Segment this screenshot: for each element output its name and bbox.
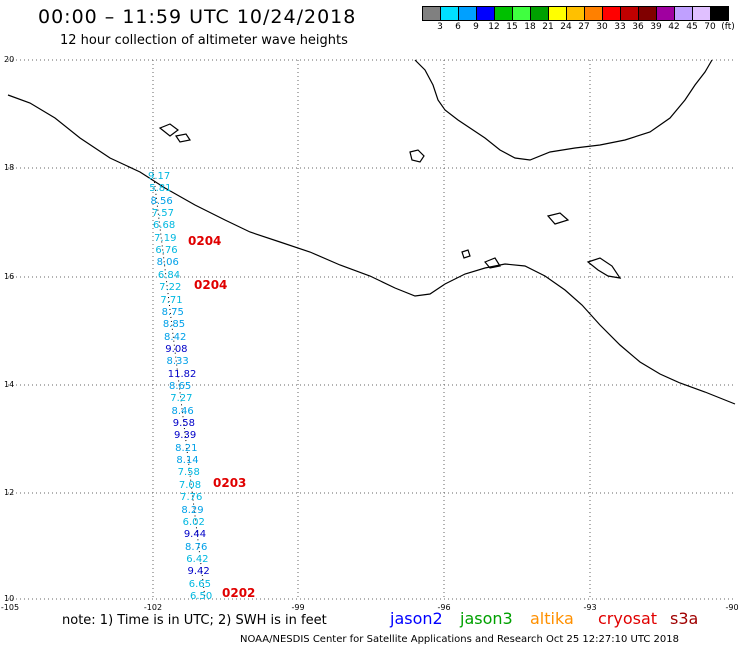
page-title: 00:00 – 11:59 UTC 10/24/2018 [38,6,357,28]
legend-jason3: jason3 [460,609,513,628]
legend-jason2: jason2 [390,609,443,628]
wave-height-value: 6.42 [186,553,209,565]
latitude-label: 14 [4,380,15,389]
scale-label: 15 [506,22,518,32]
wave-height-value: 9.44 [183,529,207,541]
scale-swatch [585,7,603,20]
wave-height-value: 8.14 [176,455,199,467]
scale-swatch [639,7,657,20]
latitude-label: 18 [4,163,15,172]
color-scale [422,6,729,21]
wave-height-value: 8.65 [169,381,192,392]
wave-height-value: 8.06 [156,257,179,269]
wave-height-value: 6.68 [152,220,176,232]
longitude-label: -90 [725,603,739,612]
cycle-label: 0204 [194,278,228,292]
credit-line: NOAA/NESDIS Center for Satellite Applica… [240,634,679,645]
longitude-label: -105 [0,603,20,612]
wave-height-value: 8.21 [175,442,198,454]
wave-height-value: 8.76 [185,541,208,553]
scale-label: 39 [650,22,662,32]
wave-height-value: 8.85 [162,319,186,331]
scale-label: 18 [524,22,536,32]
scale-swatch [711,7,728,20]
cycle-label: 0203 [213,476,247,490]
cycle-label: 0204 [188,234,222,248]
wave-height-value: 6.65 [188,578,212,590]
wave-height-value: 7.71 [160,294,183,306]
wave-height-value: 7.58 [177,467,200,479]
wave-height-value: 7.19 [154,232,177,244]
scale-swatch [531,7,549,20]
scale-label: 70 [704,22,716,32]
scale-label: 45 [686,22,698,32]
wave-height-value: 7.08 [178,479,202,491]
wave-height-value: 9.58 [172,418,195,430]
graticule [8,59,735,600]
wave-height-value: 6.50 [190,591,213,602]
wave-height-value: 8.75 [161,306,184,318]
scale-swatch [603,7,621,20]
longitude-label: -99 [291,603,305,612]
latitude-label: 16 [4,272,15,281]
scale-label: 6 [455,22,461,32]
wave-height-value: 9.42 [187,566,210,578]
coastline [7,59,736,405]
latitude-label: 10 [4,594,15,603]
color-scale-labels: 3 6 9 12 15 18 21 24 27 30 33 36 39 42 45 70 (ft) [422,22,740,36]
longitude-label: -102 [143,603,163,612]
wave-height-value: 6.76 [155,245,178,257]
wave-height-value: 5.81 [149,183,172,195]
scale-label: 12 [488,22,500,32]
scale-swatch [675,7,693,20]
scale-swatch [621,7,639,20]
scale-label: 24 [560,22,572,32]
scale-label: 33 [614,22,626,32]
scale-label: 42 [668,22,680,32]
scale-swatch [459,7,477,20]
wave-height-value: 7.57 [151,208,174,220]
cycle-label: 0202 [222,586,256,600]
scale-swatch [441,7,459,20]
scale-swatch [423,7,441,20]
scale-label: 36 [632,22,644,32]
wave-height-value: 9.39 [173,430,197,442]
scale-label: 30 [596,22,608,32]
page-subtitle: 12 hour collection of altimeter wave hei… [60,33,348,48]
latitude-label: 20 [4,55,15,64]
wave-height-value: 9.08 [165,343,188,355]
scale-swatch [549,7,567,20]
scale-unit: (ft) [721,22,735,32]
wave-height-value: 8.56 [150,195,173,207]
wave-height-value: 9.17 [148,171,171,182]
footer-note: note: 1) Time is in UTC; 2) SWH is in fe… [62,613,327,628]
legend-altika: altika [530,609,574,628]
scale-swatch [657,7,675,20]
scale-swatch [513,7,531,20]
scale-label: 27 [578,22,590,32]
longitude-label: -96 [437,603,451,612]
scale-label: 21 [542,22,554,32]
scale-swatch [693,7,711,20]
wave-height-value: 6.02 [182,516,205,528]
wave-height-value: 7.76 [180,492,203,504]
latitude-label: 12 [4,488,15,497]
wave-height-value: 7.27 [170,393,193,405]
legend-s3a: s3a [670,609,699,628]
scale-label: 9 [473,22,479,32]
wave-height-value: 8.33 [166,356,189,368]
wave-height-value: 8.29 [181,504,204,516]
legend-cryosat: cryosat [598,609,658,628]
wave-height-value: 8.42 [164,331,187,343]
scale-swatch [567,7,585,20]
longitude-label: -93 [583,603,597,612]
wave-height-value: 7.22 [159,282,182,294]
wave-height-value: 8.46 [171,405,194,417]
wave-height-value: 6.84 [157,269,181,281]
scale-swatch [477,7,495,20]
wave-height-value: 11.82 [167,368,197,380]
scale-label: 3 [437,22,443,32]
scale-swatch [495,7,513,20]
